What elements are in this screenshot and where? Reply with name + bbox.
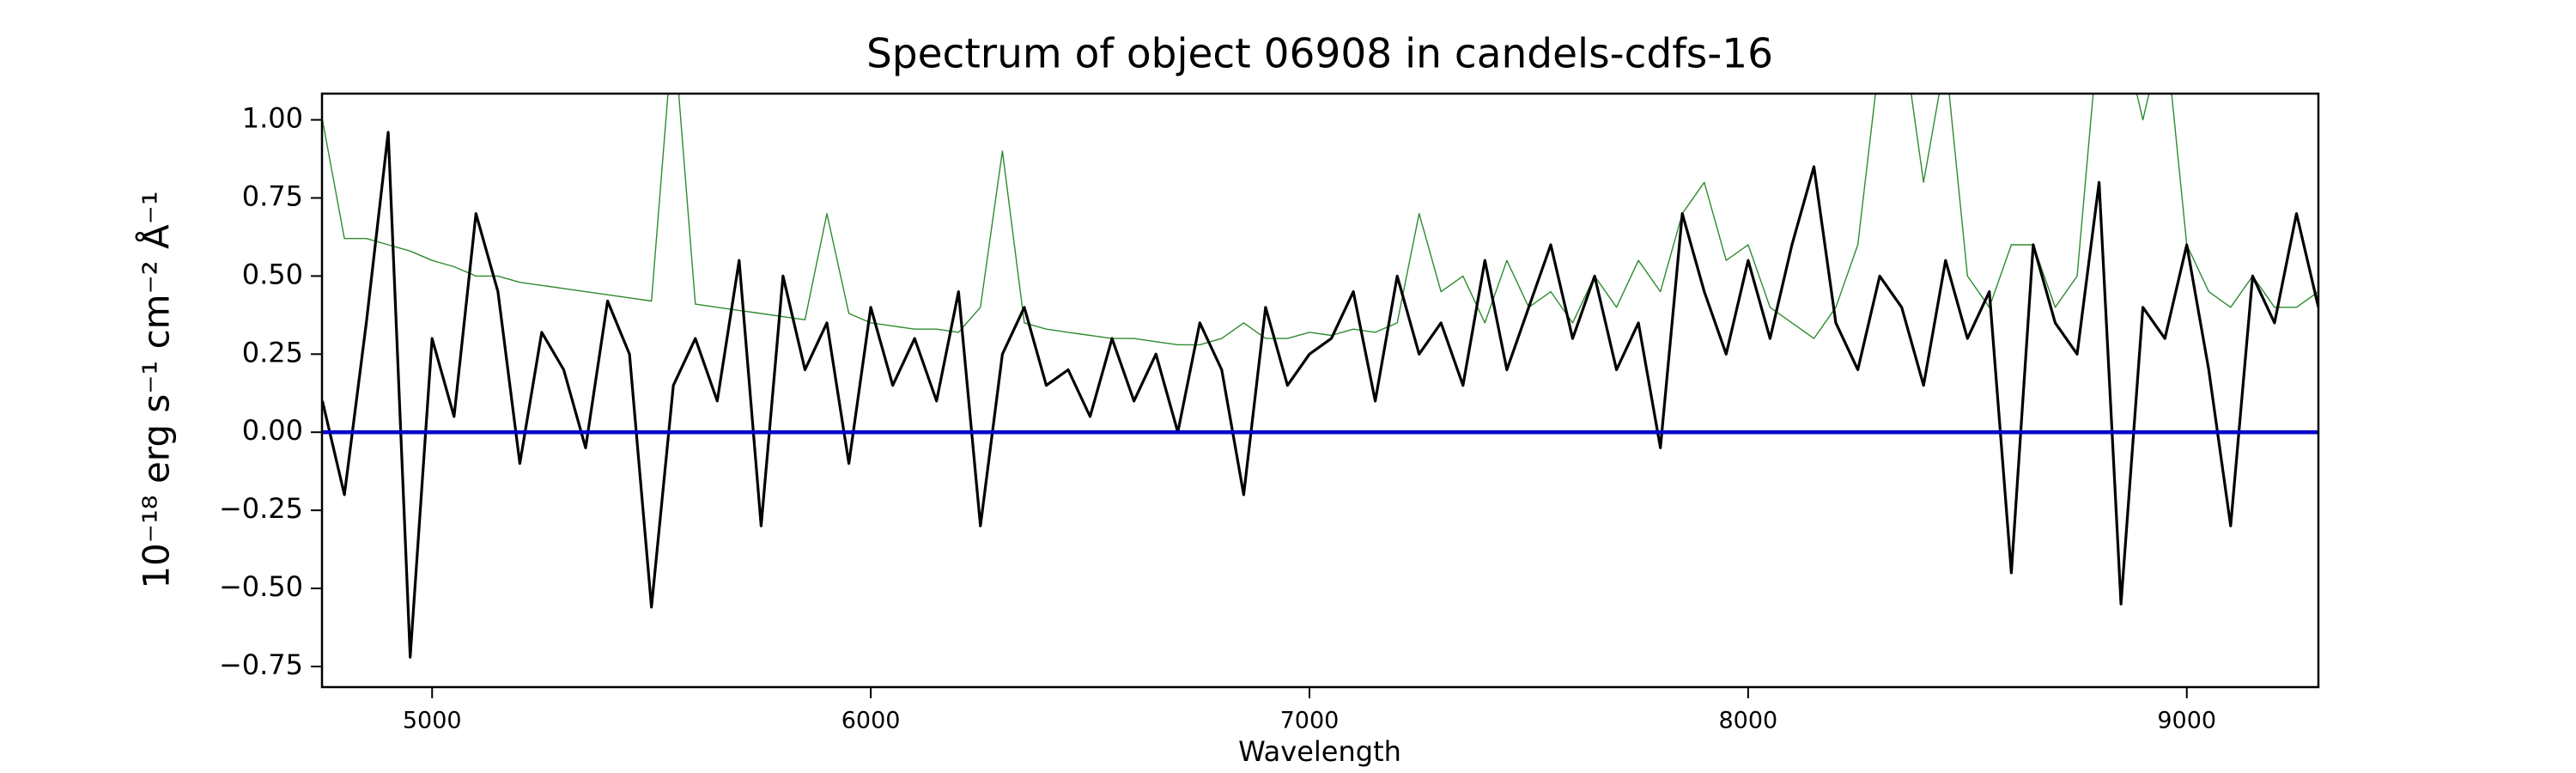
spectrum-line [322,131,2318,659]
x-tick-label: 9000 [2157,708,2216,734]
x-tick-label: 8000 [1719,708,1778,734]
y-tick-label: 1.00 [242,102,303,135]
plot-area [322,94,2318,659]
chart-title: Spectrum of object 06908 in candels-cdfs… [866,31,1773,78]
y-axis-label: 10⁻¹⁸ erg s⁻¹ cm⁻² Å⁻¹ [135,191,178,588]
y-tick-label: 0.00 [242,414,303,447]
y-tick-label: 0.75 [242,180,303,212]
y-tick-label: −0.25 [219,492,303,525]
x-tick-label: 5000 [403,708,462,734]
y-tick-label: 0.25 [242,336,303,368]
x-tick-label: 7000 [1280,708,1340,734]
axes-frame [320,92,2320,689]
x-tick-label: 6000 [841,708,901,734]
x-axis-label: Wavelength [1238,735,1401,768]
y-tick-label: −0.50 [219,570,303,603]
y-tick-label: −0.75 [219,648,303,681]
y-tick-label: 0.50 [242,258,303,290]
